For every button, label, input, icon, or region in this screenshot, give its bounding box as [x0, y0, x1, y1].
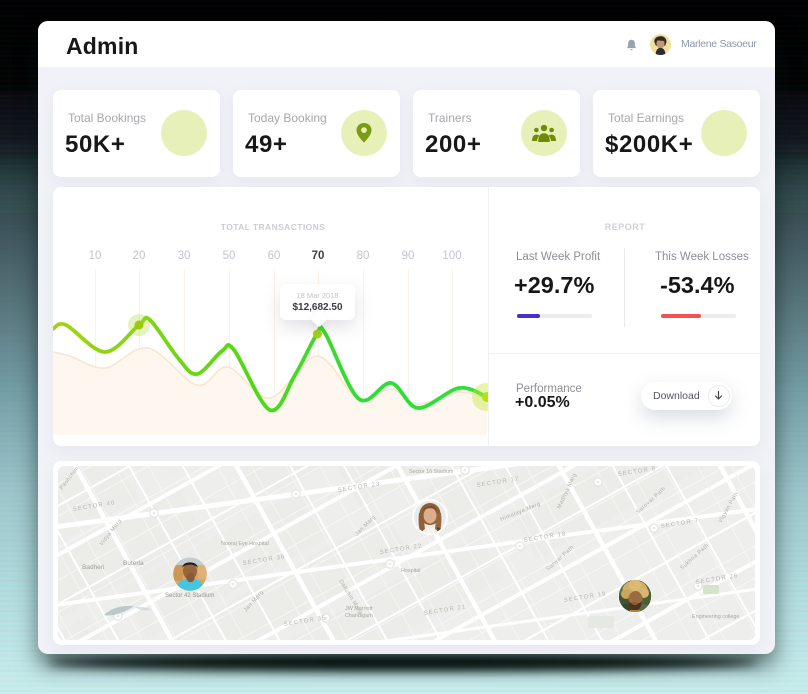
svg-text:Badheri: Badheri	[82, 564, 104, 571]
svg-text:Buterla: Buterla	[123, 560, 144, 567]
svg-text:Hospital: Hospital	[401, 568, 420, 574]
svg-text:Engineering college: Engineering college	[692, 614, 739, 620]
svg-text:SECTOR 8: SECTOR 8	[617, 466, 656, 478]
svg-text:SECTOR 7: SECTOR 7	[660, 518, 699, 530]
svg-text:JW Marriott: JW Marriott	[345, 606, 373, 612]
svg-text:Chandigarh: Chandigarh	[345, 613, 373, 619]
svg-text:Nooraj Eye Hospital: Nooraj Eye Hospital	[221, 541, 269, 547]
svg-text:Sector 42 Stadium: Sector 42 Stadium	[165, 593, 214, 599]
svg-text:Sector 16 Stadium: Sector 16 Stadium	[409, 469, 454, 475]
